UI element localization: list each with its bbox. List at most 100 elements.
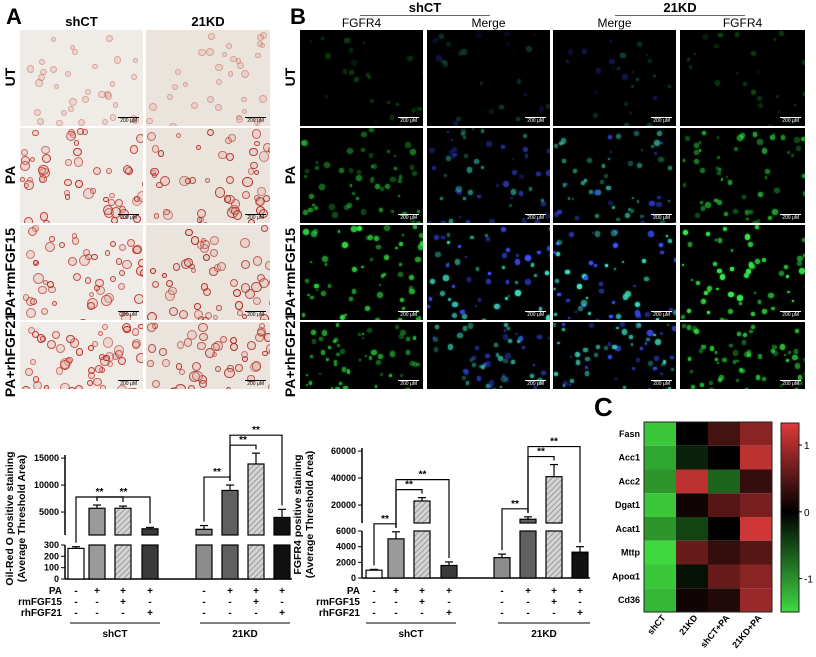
significance-label: ** (381, 514, 389, 525)
heatmap-cell (676, 469, 708, 494)
group-header-21kd: 21KD (663, 0, 697, 15)
bar-upper (519, 518, 537, 524)
heatmap-cell (708, 469, 740, 494)
significance-label: ** (537, 447, 545, 458)
significance-label: ** (419, 470, 427, 481)
group-label: 21KD (232, 629, 258, 640)
heatmap-cell (708, 445, 740, 470)
bar-upper (221, 489, 239, 536)
fgfr4-immunofluorescence: 200 μM (553, 322, 676, 389)
bar-lower (545, 530, 563, 579)
bar-lower (88, 544, 106, 580)
significance-label: ** (550, 437, 558, 448)
bar-upper (413, 500, 431, 524)
y-tick-label: 15000 (34, 453, 59, 463)
treatment-sign: - (121, 608, 124, 619)
fgfr4-immunofluorescence: 200 μM (427, 128, 550, 223)
treatment-sign: - (552, 608, 555, 619)
bar-lower (195, 544, 213, 580)
y-tick-label: 200 (44, 551, 59, 561)
treatment-sign: - (578, 597, 581, 608)
heatmap-cell (644, 493, 676, 517)
oil-red-o-micrograph: 200 μM (20, 322, 143, 389)
scale-bar: 200 μM (398, 214, 419, 221)
treatment-sign: - (372, 597, 375, 608)
treatment-sign: - (500, 608, 503, 619)
panel-a-label: A (6, 4, 22, 29)
treatment-sign: - (74, 597, 77, 608)
bar-lower (141, 544, 159, 580)
treatment-sign: + (419, 586, 425, 597)
oil-red-o-micrograph: 200 μM (146, 225, 270, 320)
treatment-sign: + (279, 586, 285, 597)
scale-bar: 200 μM (118, 117, 139, 124)
heatmap-cell (740, 493, 772, 517)
scale-bar: 200 μM (780, 214, 801, 221)
heatmap-cell (644, 540, 676, 565)
heatmap-cell (740, 445, 772, 470)
treatment-sign: + (393, 586, 399, 597)
heatmap-row-label: Cd36 (618, 595, 640, 605)
heatmap-cell (676, 493, 708, 517)
treatment-label: rmFGF15 (316, 597, 360, 608)
fgfr4-immunofluorescence: 200 μM (680, 225, 805, 320)
treatment-sign: + (279, 608, 285, 619)
scale-bar: 200 μM (245, 311, 266, 318)
y-axis-label: FGFR4 positive staining (292, 454, 304, 574)
significance-label: ** (252, 425, 260, 436)
bar (571, 551, 589, 579)
fgfr4-immunofluorescence: 200 μM (427, 30, 550, 126)
scale-bar: 200 μM (525, 311, 546, 318)
scale-bar: 200 μM (651, 380, 672, 387)
heatmap-cell (708, 517, 740, 541)
y-tick-label: 10000 (34, 480, 59, 490)
treatment-sign: + (551, 597, 557, 608)
fgfr4-immunofluorescence: 200 μM (680, 128, 805, 223)
y-tick-label: 2000 (336, 557, 356, 567)
heatmap-column-label: 21KD+PA (730, 612, 764, 650)
heatmap-cell (644, 422, 676, 446)
col-header-21kd: 21KD (191, 14, 225, 29)
bar-upper (195, 528, 213, 536)
bar-upper (273, 516, 291, 536)
oil-red-o-micrograph: 200 μM (20, 128, 143, 223)
scale-bar: 200 μM (398, 311, 419, 318)
panel-c-label: C (594, 392, 613, 422)
treatment-sign: - (202, 597, 205, 608)
treatment-sign: - (500, 586, 503, 597)
bar (493, 557, 511, 579)
heatmap-column-label: 21KD (677, 612, 700, 636)
y-tick-label: 100 (44, 563, 59, 573)
y-tick-label: 4000 (336, 542, 356, 552)
treatment-sign: + (94, 586, 100, 597)
significance-label: ** (511, 499, 519, 510)
heatmap-cell (644, 588, 676, 612)
treatment-sign: - (420, 608, 423, 619)
heatmap-row-label: Dgat1 (615, 500, 640, 510)
treatment-sign: - (526, 608, 529, 619)
heatmap-cell (676, 445, 708, 470)
significance-label: ** (120, 487, 128, 498)
significance-label: ** (213, 467, 221, 478)
fgfr4-immunofluorescence: 200 μM (300, 225, 423, 320)
scale-bar: 200 μM (651, 214, 672, 221)
colorbar-tick-label: -1 (804, 575, 813, 586)
y-tick-label: 6000 (336, 526, 356, 536)
treatment-sign: + (147, 586, 153, 597)
scale-bar: 200 μM (245, 380, 266, 387)
heatmap-cell (644, 564, 676, 589)
fgfr4-immunofluorescence: 200 μM (300, 30, 423, 126)
treatment-sign: + (120, 586, 126, 597)
significance-bracket (229, 434, 283, 506)
heatmap-cell (708, 588, 740, 612)
heatmap-row-label: Mttp (621, 548, 640, 558)
col-header-fgfr4: FGFR4 (722, 16, 763, 30)
scale-bar: 200 μM (398, 117, 419, 124)
bar-upper (88, 507, 106, 536)
heatmap-cell (740, 588, 772, 612)
heatmap-cell (740, 564, 772, 589)
treatment-label: PA (347, 586, 360, 597)
heatmap-cell (676, 422, 708, 446)
treatment-sign: - (95, 597, 98, 608)
